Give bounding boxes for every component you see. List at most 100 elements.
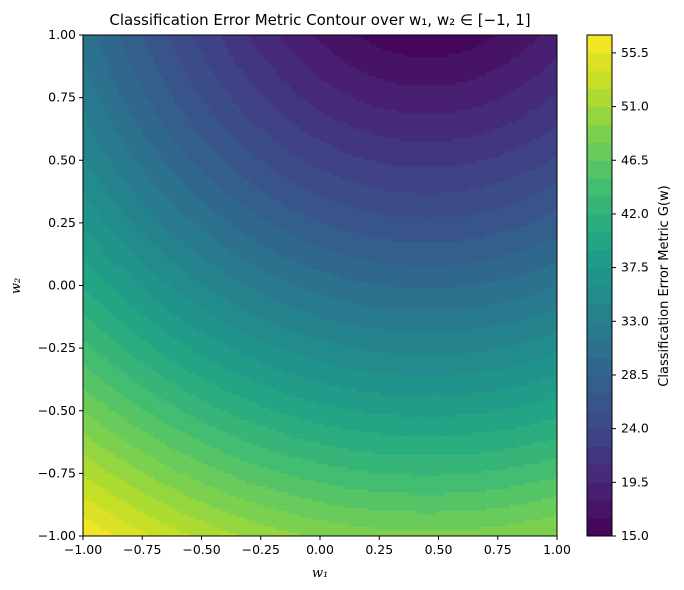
contour-cell: [100, 85, 105, 89]
contour-cell: [106, 107, 111, 111]
contour-cell: [127, 344, 131, 349]
contour-cell: [127, 279, 131, 283]
contour-cell: [85, 395, 90, 399]
contour-cell: [139, 97, 143, 102]
contour-cell: [83, 69, 87, 74]
contour-cell: [94, 448, 99, 453]
contour-cell: [115, 185, 120, 190]
contour-cell: [124, 35, 129, 39]
contour-cell: [121, 56, 126, 61]
contour-cell: [106, 354, 111, 359]
contour-cell: [139, 269, 143, 274]
contour-cell: [121, 288, 126, 293]
contour-cell: [136, 379, 140, 384]
contour-cell: [112, 420, 117, 424]
contour-cell: [130, 91, 134, 96]
contour-cell: [88, 495, 93, 500]
contour-cell: [142, 332, 146, 337]
contour-cell: [118, 66, 123, 71]
contour-cell: [121, 448, 126, 453]
contour-cell: [100, 185, 105, 190]
contour-cell: [121, 489, 126, 493]
contour-cell: [83, 388, 87, 393]
contour-cell: [139, 532, 143, 536]
contour-cell: [94, 435, 99, 440]
contour-cell: [118, 226, 123, 230]
contour-cell: [100, 266, 105, 271]
contour-cell: [83, 316, 87, 321]
contour-cell: [124, 60, 129, 64]
contour-cell: [103, 138, 108, 143]
contour-cell: [130, 310, 134, 315]
contour-cell: [118, 63, 123, 67]
contour-cell: [127, 429, 131, 434]
contour-cell: [103, 351, 108, 355]
contour-cell: [139, 266, 143, 271]
contour-cell: [91, 470, 96, 474]
contour-cell: [115, 116, 120, 121]
contour-cell: [139, 476, 143, 481]
contour-cell: [115, 435, 120, 440]
contour-cell: [106, 307, 111, 312]
contour-cell: [103, 150, 108, 155]
contour-cell: [100, 404, 105, 409]
contour-cell: [112, 97, 117, 102]
contour-cell: [118, 85, 123, 89]
contour-cell: [130, 504, 134, 509]
contour-cell: [118, 276, 123, 280]
contour-cell: [106, 135, 111, 139]
contour-cell: [130, 348, 134, 352]
contour-cell: [85, 185, 90, 190]
contour-cell: [139, 288, 143, 293]
contour-cell: [109, 56, 114, 61]
contour-cell: [124, 370, 129, 374]
contour-cell: [127, 219, 131, 224]
contour-cell: [91, 53, 96, 58]
contour-cell: [85, 370, 90, 374]
contour-cell: [97, 360, 102, 365]
contour-cell: [94, 103, 99, 108]
contour-cell: [85, 122, 90, 127]
contour-cell: [106, 485, 111, 490]
contour-cell: [139, 56, 143, 61]
contour-cell: [133, 341, 137, 346]
contour-cell: [100, 138, 105, 143]
contour-cell: [115, 310, 120, 315]
contour-cell: [85, 529, 90, 534]
contour-cell: [136, 476, 140, 481]
contour-cell: [115, 235, 120, 240]
contour-cell: [91, 78, 96, 83]
contour-cell: [103, 341, 108, 346]
contour-cell: [133, 492, 137, 496]
contour-cell: [97, 323, 102, 327]
contour-cell: [83, 232, 87, 236]
contour-cell: [91, 373, 96, 377]
contour-cell: [127, 213, 131, 218]
contour-cell: [115, 88, 120, 92]
contour-cell: [130, 172, 134, 177]
contour-cell: [121, 272, 126, 277]
contour-cell: [139, 357, 143, 362]
contour-cell: [115, 420, 120, 424]
contour-cell: [94, 310, 99, 315]
contour-cell: [127, 313, 131, 318]
contour-cell: [121, 125, 126, 130]
contour-cell: [91, 141, 96, 146]
contour-cell: [88, 182, 93, 186]
contour-cell: [139, 263, 143, 268]
contour-cell: [124, 510, 129, 515]
contour-cell: [115, 335, 120, 340]
contour-cell: [97, 398, 102, 402]
contour-cell: [139, 398, 143, 402]
contour-cell: [130, 41, 134, 45]
contour-cell: [88, 141, 93, 146]
contour-cell: [121, 457, 126, 462]
contour-cell: [106, 363, 111, 368]
contour-cell: [97, 310, 102, 315]
contour-cell: [109, 47, 114, 52]
contour-cell: [109, 492, 114, 496]
contour-cell: [94, 523, 99, 528]
contour-cell: [88, 442, 93, 446]
contour-cell: [94, 413, 99, 418]
contour-cell: [121, 81, 126, 86]
